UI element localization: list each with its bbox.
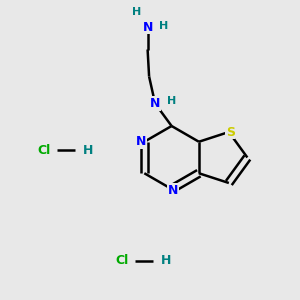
Text: H: H (83, 143, 94, 157)
Text: H: H (160, 20, 169, 31)
Text: S: S (226, 125, 235, 139)
Text: Cl: Cl (37, 143, 50, 157)
Text: N: N (150, 97, 160, 110)
Text: H: H (133, 7, 142, 17)
Text: Cl: Cl (115, 254, 128, 268)
Text: H: H (161, 254, 172, 268)
Text: N: N (142, 20, 153, 34)
Text: N: N (136, 135, 146, 148)
Text: N: N (168, 184, 178, 197)
Text: H: H (167, 95, 176, 106)
